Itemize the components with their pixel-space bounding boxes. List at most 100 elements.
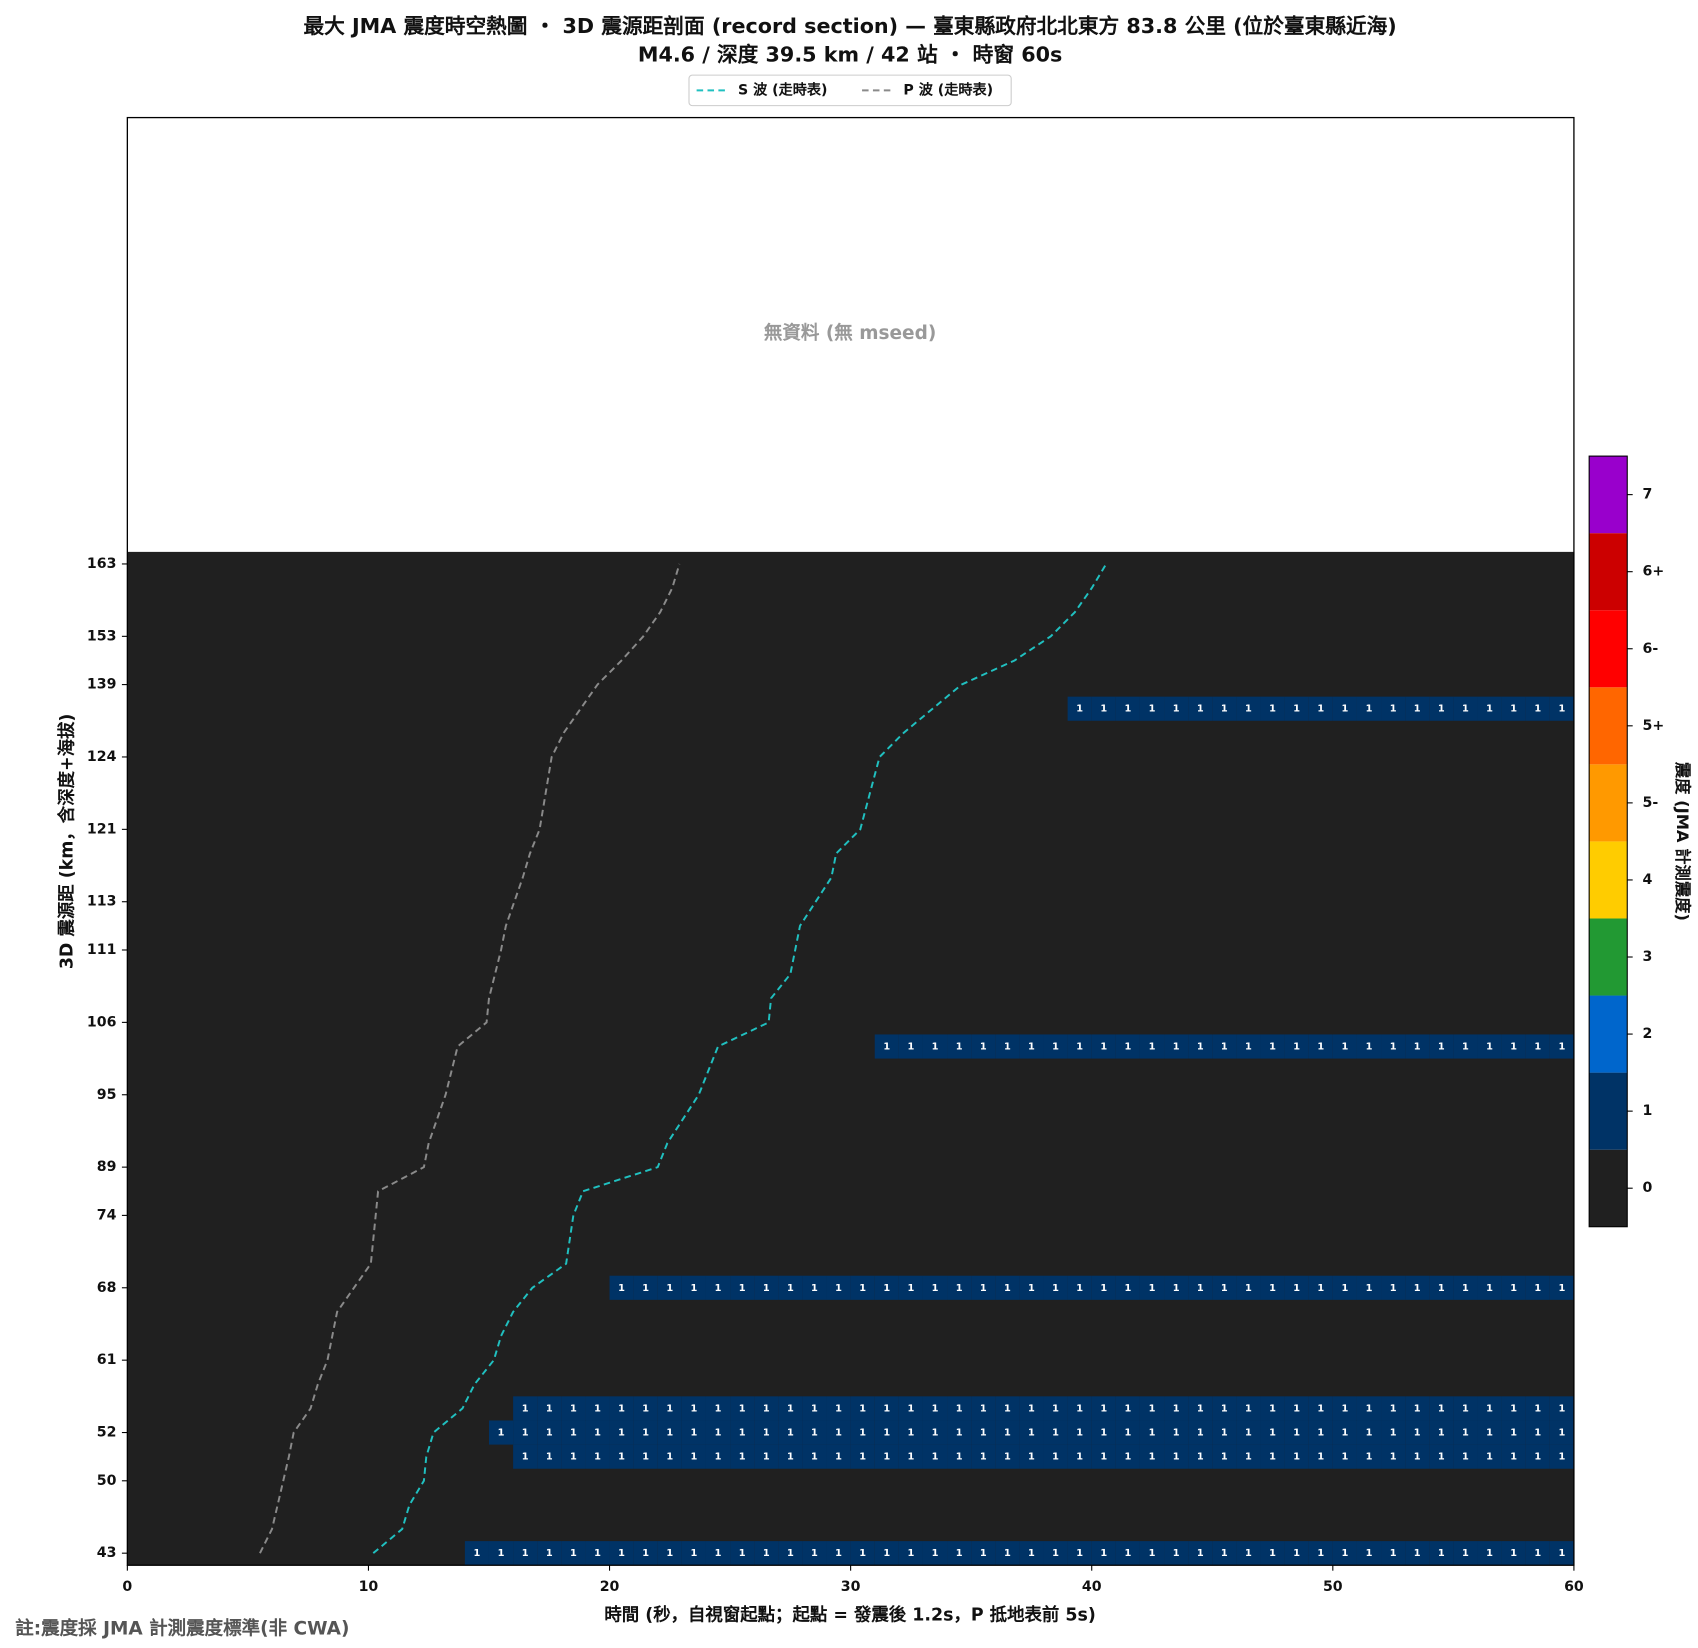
cell-label: 1 — [956, 1548, 963, 1559]
cell-label: 1 — [1317, 704, 1324, 715]
cell-label: 1 — [1245, 1403, 1252, 1414]
colorbar-segment — [1589, 995, 1628, 1073]
cell-label: 1 — [1004, 1452, 1011, 1463]
heatmap-cell — [1549, 1444, 1574, 1469]
heatmap-cell — [1139, 1541, 1165, 1566]
no-data-annotation: 無資料 (無 mseed) — [764, 322, 936, 344]
cell-label: 1 — [1173, 1548, 1180, 1559]
y-tick-label: 124 — [87, 749, 117, 765]
heatmap-cell — [947, 1541, 972, 1566]
heatmap-cell — [585, 1541, 610, 1566]
heatmap-cell — [1525, 1420, 1550, 1445]
heatmap-cell — [1212, 1541, 1237, 1566]
cell-label: 1 — [956, 1428, 963, 1439]
heatmap-cell — [971, 1444, 996, 1469]
heatmap-cell — [995, 1420, 1020, 1445]
heatmap-cell — [1236, 1034, 1261, 1059]
heatmap-cell — [1525, 1034, 1550, 1059]
cell-label: 1 — [980, 1452, 987, 1463]
heatmap-cell — [1381, 1420, 1406, 1445]
cell-label: 1 — [763, 1548, 770, 1559]
cell-label: 1 — [570, 1452, 577, 1463]
heatmap-cell — [585, 1444, 610, 1469]
heatmap-cell — [1308, 696, 1333, 721]
colorbar-tick-label: 6- — [1642, 641, 1658, 657]
heatmap-cell — [995, 1444, 1020, 1469]
cell-label: 1 — [1462, 1548, 1469, 1559]
heatmap-cell — [1381, 1034, 1406, 1059]
cell-label: 1 — [932, 1283, 939, 1294]
cell-label: 1 — [908, 1041, 915, 1052]
heatmap-cell — [1260, 696, 1285, 721]
cell-label: 1 — [1341, 1041, 1348, 1052]
cell-label: 1 — [1486, 1428, 1493, 1439]
heatmap-cell — [1332, 1541, 1357, 1566]
cell-label: 1 — [811, 1452, 818, 1463]
heatmap-cell — [1212, 1275, 1237, 1300]
heatmap-cell — [681, 1275, 706, 1300]
cell-label: 1 — [1028, 1452, 1035, 1463]
cell-label: 1 — [1390, 1283, 1397, 1294]
y-axis-label: 3D 震源距 (km，含深度+海拔) — [56, 714, 77, 970]
heatmap-cell — [1019, 1396, 1044, 1421]
heatmap-cell — [681, 1396, 706, 1421]
cell-label: 1 — [1486, 1452, 1493, 1463]
cell-label: 1 — [1052, 1403, 1059, 1414]
cell-label: 1 — [835, 1283, 842, 1294]
heatmap-cell — [1332, 1444, 1357, 1469]
colorbar-tick-label: 5+ — [1642, 718, 1664, 734]
cell-label: 1 — [546, 1428, 553, 1439]
cell-label: 1 — [1462, 704, 1469, 715]
heatmap-cell — [1381, 1541, 1406, 1566]
cell-label: 1 — [787, 1548, 794, 1559]
cell-label: 1 — [1366, 1283, 1373, 1294]
heatmap-cell — [1381, 1396, 1406, 1421]
cell-label: 1 — [1414, 1403, 1421, 1414]
cell-label: 1 — [1366, 704, 1373, 715]
heatmap-cell — [947, 1444, 972, 1469]
cell-label: 1 — [1197, 1041, 1204, 1052]
heatmap-cell — [585, 1396, 610, 1421]
heatmap-cell — [1453, 1396, 1478, 1421]
heatmap-cell — [1139, 1396, 1165, 1421]
cell-label: 1 — [1293, 1428, 1300, 1439]
heatmap-cell — [1332, 696, 1357, 721]
cell-label: 1 — [859, 1403, 866, 1414]
colorbar-segment — [1589, 1072, 1628, 1150]
heatmap-cell — [488, 1420, 514, 1445]
heatmap-cell — [1067, 1420, 1092, 1445]
cell-label: 1 — [691, 1548, 698, 1559]
colorbar-tick-label: 0 — [1642, 1180, 1652, 1196]
heatmap-cell — [1356, 1275, 1382, 1300]
cell-label: 1 — [1124, 1452, 1131, 1463]
cell-label: 1 — [1197, 1403, 1204, 1414]
heatmap-cell — [1429, 1275, 1454, 1300]
legend-label: P 波 (走時表) — [903, 81, 993, 98]
cell-label: 1 — [1197, 1428, 1204, 1439]
cell-label: 1 — [1510, 704, 1517, 715]
heatmap-cell — [826, 1275, 851, 1300]
cell-label: 1 — [1414, 1452, 1421, 1463]
heatmap-cell — [633, 1541, 658, 1566]
heatmap-cell — [1453, 1420, 1478, 1445]
cell-label: 1 — [739, 1428, 746, 1439]
cell-label: 1 — [618, 1452, 625, 1463]
heatmap-cell — [995, 1034, 1020, 1059]
cell-label: 1 — [859, 1548, 866, 1559]
heatmap-cell — [1260, 1034, 1285, 1059]
y-tick-label: 95 — [97, 1087, 117, 1103]
cell-label: 1 — [1486, 1548, 1493, 1559]
cell-label: 1 — [739, 1403, 746, 1414]
cell-label: 1 — [1462, 1403, 1469, 1414]
heatmap-cell — [1549, 696, 1574, 721]
heatmap-cell — [826, 1444, 851, 1469]
cell-label: 1 — [666, 1283, 673, 1294]
heatmap-cell — [1115, 696, 1140, 721]
heatmap-cell — [1405, 696, 1430, 721]
cell-label: 1 — [1269, 1452, 1276, 1463]
cell-label: 1 — [1534, 1283, 1541, 1294]
cell-label: 1 — [1558, 1428, 1565, 1439]
cell-label: 1 — [1004, 1403, 1011, 1414]
cell-label: 1 — [1052, 1548, 1059, 1559]
heatmap-cell — [730, 1541, 755, 1566]
